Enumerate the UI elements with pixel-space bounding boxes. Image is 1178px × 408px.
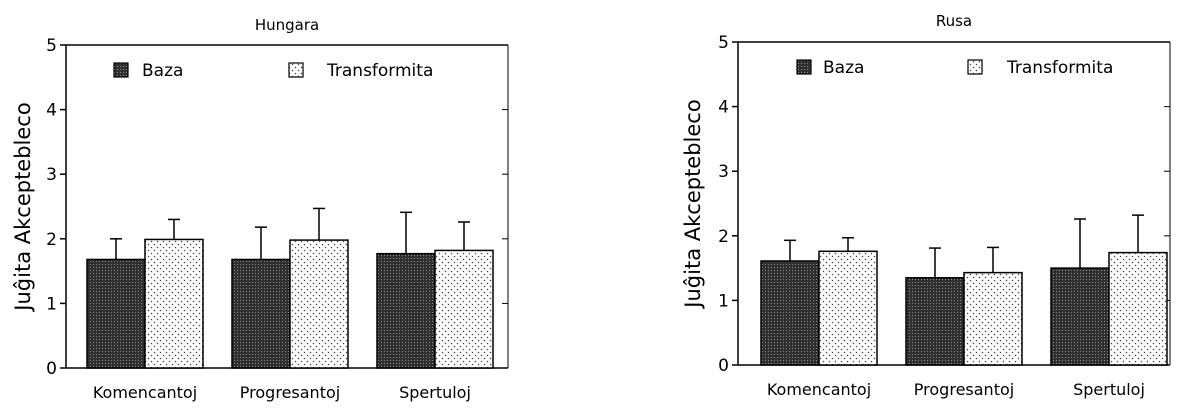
bar	[434, 249, 494, 369]
bar	[376, 252, 436, 369]
y-tick-label: 3	[46, 165, 57, 185]
bar	[760, 260, 820, 366]
x-tick-label: Komencantoj	[93, 383, 197, 402]
x-tick-label: Komencantoj	[767, 380, 871, 399]
chart-rusa: Rusa Juĝita Akceptebleco 0 1 2 3 4 5 Komencantoj…	[681, 12, 1171, 399]
y-tick-label: 2	[718, 227, 729, 247]
y-tick-label: 0	[718, 356, 729, 376]
y-tick-label: 5	[718, 33, 729, 53]
bar	[86, 258, 146, 369]
legend-label: Baza	[142, 61, 183, 81]
chart-title: Hungara	[255, 16, 319, 34]
y-tick-label: 4	[718, 98, 729, 118]
legend-label: Baza	[823, 58, 864, 78]
bar	[144, 238, 204, 369]
bar	[1050, 267, 1110, 366]
y-tick-label: 1	[46, 294, 57, 314]
x-tick-label: Spertuloj	[399, 383, 471, 402]
bar	[1108, 251, 1168, 366]
y-tick-label: 3	[718, 162, 729, 182]
y-tick-label: 1	[718, 291, 729, 311]
y-axis-label: Juĝita Akceptebleco	[681, 99, 705, 309]
x-tick-label: Spertuloj	[1073, 380, 1145, 399]
chart-title: Rusa	[936, 12, 972, 30]
legend-label: Transformita	[1006, 58, 1113, 78]
y-tick-label: 0	[46, 359, 57, 379]
bar	[289, 239, 349, 369]
legend-swatch	[796, 59, 812, 75]
legend-swatch	[113, 62, 129, 78]
chart-hungara: Hungara Juĝita Akceptebleco 0 1 2 3 4 5 Komencan…	[11, 16, 509, 402]
legend-label: Transformita	[326, 61, 433, 81]
y-tick-label: 5	[46, 36, 57, 56]
bar	[905, 277, 965, 366]
bar	[818, 250, 878, 366]
y-axis-label: Juĝita Akceptebleco	[11, 102, 35, 312]
y-tick-label: 2	[46, 230, 57, 250]
y-tick-label: 4	[46, 101, 57, 121]
x-tick-label: Progresantoj	[240, 383, 340, 402]
legend-swatch	[967, 59, 983, 75]
bar	[231, 258, 291, 369]
x-tick-label: Progresantoj	[914, 380, 1014, 399]
bar	[963, 271, 1023, 366]
legend-swatch	[288, 62, 304, 78]
